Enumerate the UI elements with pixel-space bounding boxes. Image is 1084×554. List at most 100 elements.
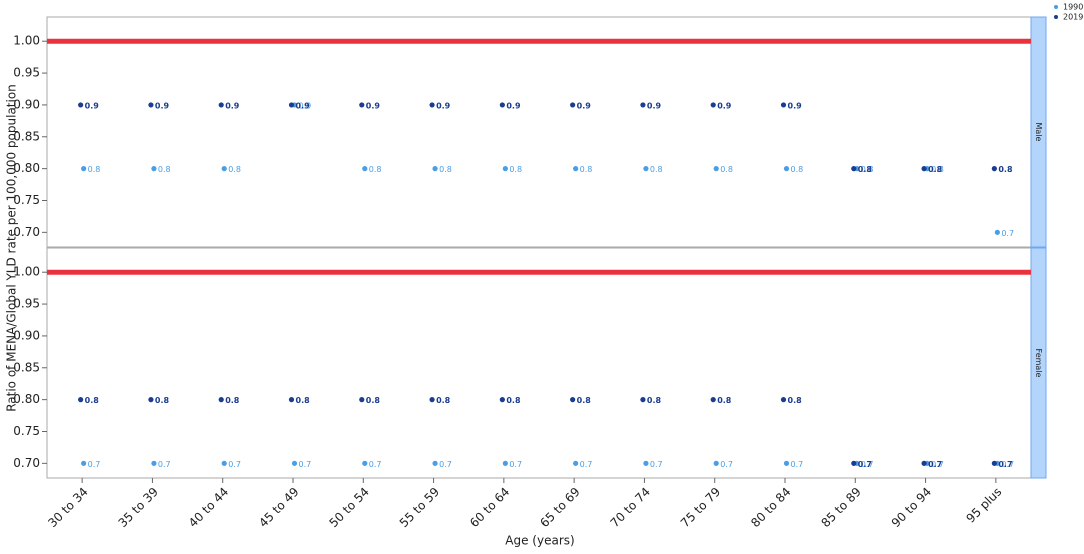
data-label: 0.8 [436, 396, 451, 405]
y-tick-label: 0.75 [13, 193, 40, 207]
x-tick-label: 75 to 79 [678, 485, 723, 530]
data-label: 0.7 [88, 460, 101, 469]
point [432, 166, 438, 172]
x-axis-title: Age (years) [505, 534, 574, 548]
data-label: 0.9 [436, 101, 451, 110]
point [362, 166, 368, 172]
data-label: 0.9 [155, 101, 170, 110]
data-label: 0.8 [650, 165, 663, 174]
legend-label: 2019 [1063, 13, 1083, 22]
point [640, 397, 646, 403]
legend-label: 1990 [1063, 3, 1083, 12]
data-label: 0.8 [577, 396, 592, 405]
point [151, 166, 157, 172]
data-label: 0.7 [369, 460, 382, 469]
point [151, 460, 157, 466]
y-tick-label: 0.90 [13, 97, 40, 111]
point [573, 166, 579, 172]
data-label: 0.8 [717, 396, 732, 405]
data-label: 0.7 [1001, 460, 1014, 469]
y-axis-title: Ratio of MENA/Global YLD rate per 100,00… [5, 84, 19, 412]
point [643, 166, 649, 172]
data-label: 0.8 [720, 165, 733, 174]
point [783, 460, 790, 466]
data-label: 0.7 [228, 460, 241, 469]
point [921, 166, 927, 172]
point [221, 166, 227, 172]
x-tick-label: 80 to 84 [748, 485, 793, 530]
data-label: 0.9 [577, 101, 592, 110]
data-label: 0.7 [650, 460, 663, 469]
data-label: 0.8 [366, 396, 381, 405]
point [921, 460, 927, 466]
y-tick-label: 0.85 [13, 129, 40, 143]
data-label: 0.7 [299, 460, 312, 469]
point [78, 397, 84, 403]
point [780, 397, 787, 403]
data-label: 0.8 [296, 396, 311, 405]
y-tick-label: 0.95 [13, 66, 40, 80]
data-label: 0.8 [369, 165, 382, 174]
panel-frame [46, 16, 1032, 248]
y-tick-label: 0.70 [13, 225, 40, 239]
panel-label: Male [1034, 123, 1043, 142]
point [359, 102, 365, 108]
point [288, 397, 295, 403]
data-label: 0.8 [791, 165, 804, 174]
data-label: 0.8 [861, 165, 874, 174]
point [218, 397, 224, 403]
data-label: 0.7 [158, 460, 171, 469]
y-tick-label: 0.95 [13, 297, 40, 311]
point [502, 166, 508, 172]
data-label: 0.9 [85, 101, 100, 110]
point [359, 397, 365, 403]
point [148, 102, 154, 108]
y-tick-label: 0.85 [13, 360, 40, 374]
panel-frame [46, 247, 1032, 479]
data-label: 0.8 [506, 396, 521, 405]
point [570, 397, 576, 403]
data-label: 0.8 [509, 165, 522, 174]
data-label: 0.9 [225, 101, 240, 110]
point [640, 102, 646, 108]
data-label: 0.8 [998, 165, 1013, 174]
data-label: 0.7 [580, 460, 593, 469]
data-label: 0.9 [647, 101, 662, 110]
point [148, 397, 154, 403]
data-label: 0.9 [366, 101, 381, 110]
data-label: 0.7 [1001, 229, 1014, 238]
point [499, 397, 505, 403]
point [288, 102, 295, 108]
data-label: 0.9 [717, 101, 732, 110]
data-label: 0.8 [155, 396, 170, 405]
panel-label: Female [1034, 349, 1043, 378]
y-tick-label: 1.00 [13, 34, 40, 48]
point [783, 166, 790, 172]
data-label: 0.8 [928, 165, 943, 174]
x-tick-label: 65 to 69 [537, 485, 582, 530]
x-tick-label: 85 to 89 [818, 485, 863, 530]
y-tick-label: 1.00 [13, 265, 40, 279]
data-label: 0.8 [858, 165, 873, 174]
x-tick-label: 70 to 74 [608, 485, 653, 530]
x-tick-label: 55 to 59 [397, 485, 442, 530]
point [570, 102, 576, 108]
point [362, 460, 368, 466]
point [81, 460, 87, 466]
data-label: 0.8 [85, 396, 100, 405]
data-label: 0.9 [299, 101, 312, 110]
data-label: 0.9 [296, 101, 311, 110]
data-label: 0.8 [931, 165, 944, 174]
data-label: 0.7 [998, 460, 1012, 469]
point [643, 460, 649, 466]
y-tick-label: 0.70 [13, 456, 40, 470]
x-tick-label: 35 to 39 [116, 485, 161, 530]
y-tick-label: 0.90 [13, 328, 40, 342]
point [994, 229, 1000, 235]
point [991, 460, 997, 466]
x-tick-label: 40 to 44 [186, 485, 231, 530]
data-label: 0.8 [88, 165, 101, 174]
point [78, 102, 84, 108]
point [991, 166, 997, 172]
